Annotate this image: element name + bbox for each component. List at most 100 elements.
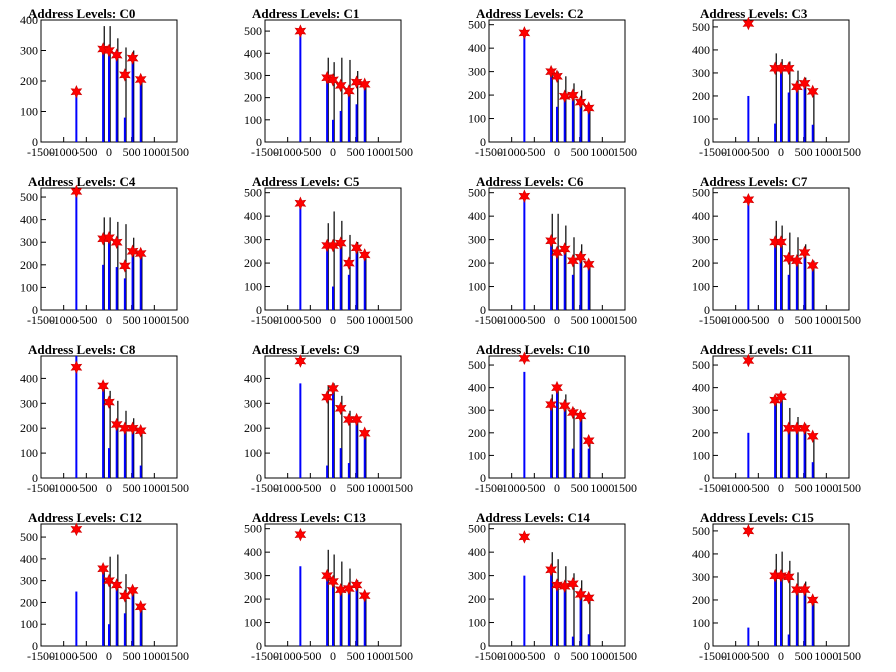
star-marker <box>558 242 571 256</box>
star-marker <box>110 578 123 592</box>
chart-panel: Address Levels: C14 0 100 200 300 400 500 -1500… <box>468 510 637 663</box>
star-marker <box>582 433 595 448</box>
x-tick-label: 0 <box>554 481 560 495</box>
x-tick-label: 1500 <box>837 649 861 663</box>
x-tick-label: -1500 <box>251 481 279 495</box>
x-tick-label: 500 <box>571 649 589 663</box>
x-tick-label: 1000 <box>590 313 614 327</box>
star-marker <box>574 95 587 109</box>
star-marker <box>358 588 371 603</box>
star-marker <box>806 84 819 99</box>
y-tick-label: 500 <box>244 186 262 200</box>
y-tick-label: 0 <box>32 639 38 653</box>
y-tick-label: 500 <box>468 18 486 32</box>
x-tick-label: -1000 <box>274 313 302 327</box>
star-marker <box>134 423 147 438</box>
x-tick-label: 1000 <box>590 145 614 159</box>
star-marker <box>327 574 339 589</box>
x-tick-label: -1500 <box>699 145 727 159</box>
y-tick-label: 200 <box>468 256 486 270</box>
y-tick-label: 400 <box>468 41 486 55</box>
x-tick-label: 1000 <box>814 649 838 663</box>
y-tick-label: 100 <box>692 616 710 630</box>
x-tick-label: -1000 <box>50 313 78 327</box>
chart-panel: Address Levels: C50100200300400500-1500-… <box>244 174 413 327</box>
chart-panel: Address Levels: C70100200300400500-1500-… <box>692 174 861 327</box>
x-tick-label: -500 <box>75 145 97 159</box>
chart-title: Address Levels: C11 <box>700 342 813 357</box>
y-tick-label: 100 <box>244 446 262 460</box>
y-tick-label: 100 <box>692 448 710 462</box>
x-tick-label: 1500 <box>613 649 637 663</box>
x-tick-label: -1500 <box>699 649 727 663</box>
star-marker <box>798 245 811 260</box>
x-tick-label: 0 <box>330 649 336 663</box>
x-tick-label: 500 <box>123 481 141 495</box>
y-tick-label: 200 <box>20 595 38 609</box>
star-marker <box>110 235 123 249</box>
x-tick-label: 500 <box>795 313 813 327</box>
y-tick-label: 0 <box>480 303 486 317</box>
x-tick-label: -1000 <box>498 481 526 495</box>
y-tick-label: 100 <box>244 616 262 630</box>
chart-title: Address Levels: C8 <box>28 342 136 357</box>
y-tick-label: 500 <box>692 358 710 372</box>
y-tick-label: 300 <box>692 403 710 417</box>
star-marker <box>350 412 363 427</box>
y-tick-label: 500 <box>692 524 710 538</box>
y-tick-label: 200 <box>468 426 486 440</box>
x-tick-label: 500 <box>795 649 813 663</box>
y-tick-label: 100 <box>692 280 710 294</box>
x-tick-label: -500 <box>299 145 321 159</box>
x-tick-label: -500 <box>75 481 97 495</box>
y-tick-label: 100 <box>20 446 38 460</box>
chart-panel: Address Levels: C20100200300400500-1500-… <box>468 6 637 159</box>
star-marker <box>103 573 115 588</box>
star-marker <box>294 527 307 542</box>
chart-panel: Address Levels: C15 0 100 200 300 400 500 -1500… <box>692 510 861 663</box>
y-tick-label: 300 <box>468 403 486 417</box>
chart-title: Address Levels: C2 <box>476 6 583 21</box>
y-tick-label: 400 <box>692 43 710 57</box>
star-marker <box>775 389 787 404</box>
star-marker <box>742 353 755 368</box>
x-tick-label: 500 <box>347 313 365 327</box>
x-tick-label: -1000 <box>722 649 750 663</box>
y-tick-label: 100 <box>468 448 486 462</box>
star-marker <box>551 245 563 260</box>
y-tick-label: 0 <box>704 471 710 485</box>
y-tick-label: 200 <box>692 426 710 440</box>
y-tick-label: 0 <box>256 639 262 653</box>
chart-title: Address Levels: C10 <box>476 342 590 357</box>
x-tick-label: -500 <box>299 649 321 663</box>
star-marker <box>806 429 819 443</box>
y-tick-label: 200 <box>20 258 38 272</box>
x-tick-label: -500 <box>299 481 321 495</box>
y-tick-label: 200 <box>244 91 262 105</box>
y-tick-label: 0 <box>704 135 710 149</box>
star-marker <box>294 196 307 211</box>
x-tick-label: -500 <box>747 313 769 327</box>
star-marker <box>350 241 363 255</box>
x-tick-label: 500 <box>123 649 141 663</box>
star-marker <box>334 236 347 250</box>
chart-title: Address Levels: C1 <box>252 6 359 21</box>
y-tick-label: 200 <box>244 256 262 270</box>
star-marker <box>582 257 595 272</box>
y-tick-label: 100 <box>20 280 38 294</box>
star-marker <box>321 390 333 404</box>
star-marker <box>134 246 147 261</box>
x-tick-label: -1000 <box>498 145 526 159</box>
chart-panel: Address Levels: C11 0 100 200 300 400 500 -1500… <box>692 342 861 495</box>
star-marker <box>782 570 795 584</box>
x-tick-label: -1500 <box>475 649 503 663</box>
x-tick-label: -1000 <box>50 145 78 159</box>
y-tick-label: 400 <box>692 209 710 223</box>
y-tick-label: 500 <box>692 20 710 34</box>
x-tick-label: 0 <box>330 145 336 159</box>
x-tick-label: -500 <box>75 649 97 663</box>
x-tick-label: 0 <box>778 649 784 663</box>
x-tick-label: -1000 <box>722 481 750 495</box>
star-marker <box>321 70 333 85</box>
x-tick-label: 500 <box>795 481 813 495</box>
